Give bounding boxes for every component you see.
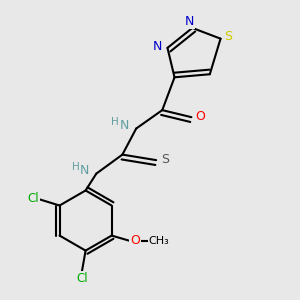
Text: H: H [72, 162, 79, 172]
Text: O: O [130, 234, 140, 247]
Text: S: S [161, 153, 169, 166]
Text: N: N [153, 40, 162, 53]
Text: S: S [224, 30, 232, 43]
Text: O: O [195, 110, 205, 123]
Text: H: H [112, 117, 119, 127]
Text: CH₃: CH₃ [149, 236, 170, 246]
Text: N: N [80, 164, 89, 177]
Text: Cl: Cl [27, 192, 39, 205]
Text: N: N [120, 119, 129, 132]
Text: N: N [184, 15, 194, 28]
Text: Cl: Cl [76, 272, 88, 285]
